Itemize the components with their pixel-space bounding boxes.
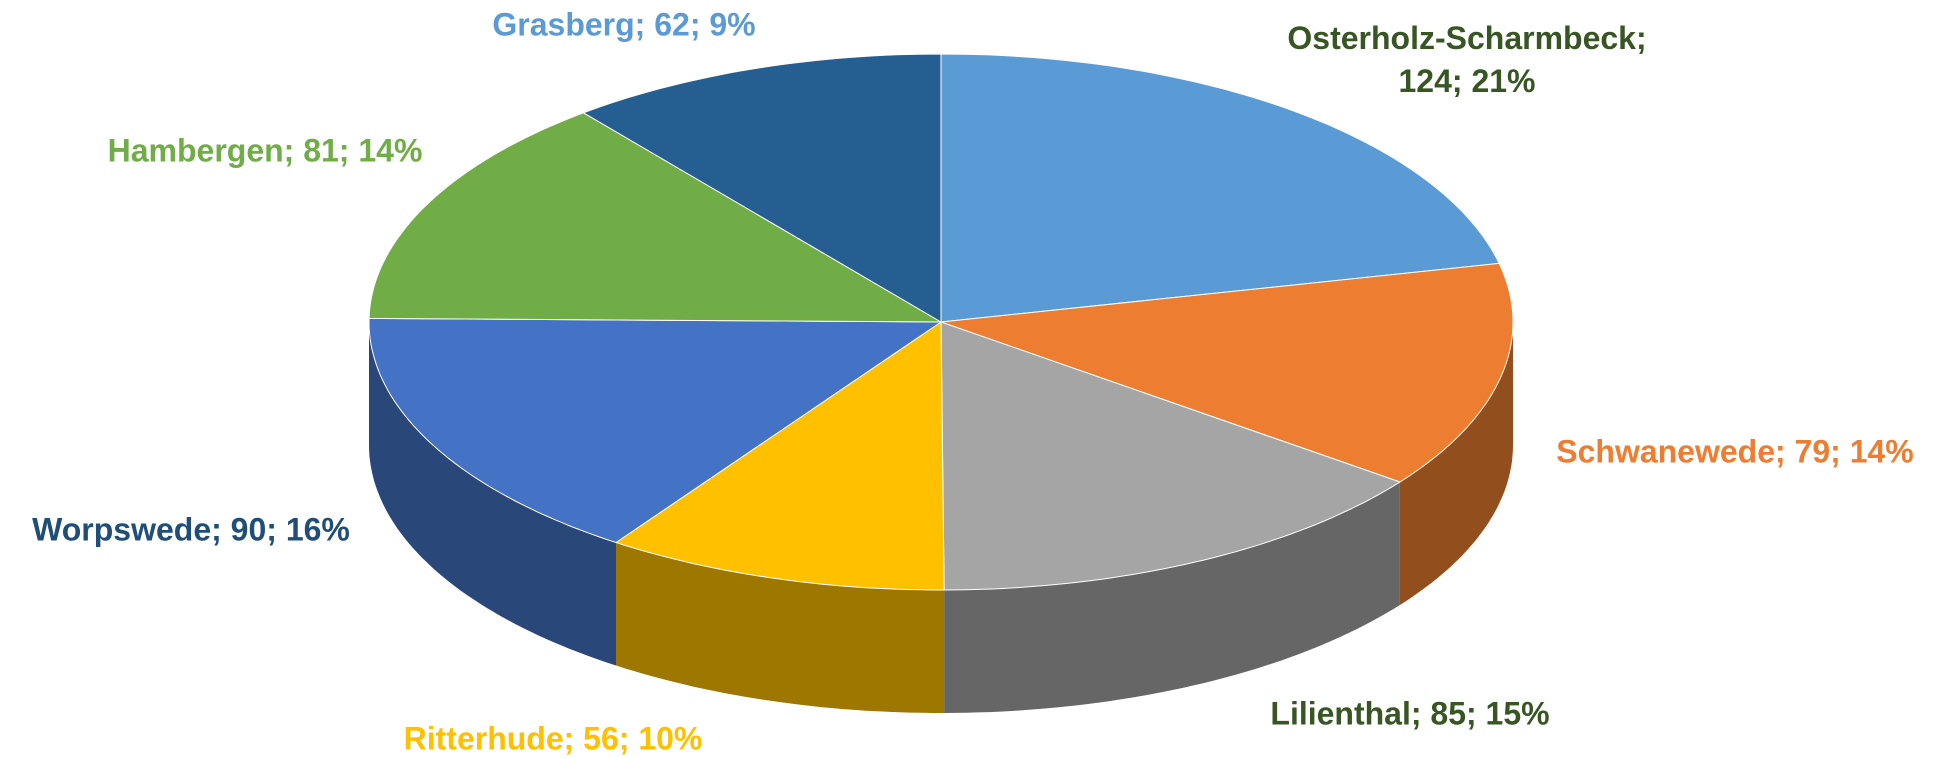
data-label: Hambergen; 81; 14% bbox=[108, 132, 423, 168]
slice bbox=[614, 321, 945, 591]
slice bbox=[940, 53, 1500, 323]
slice-side bbox=[369, 322, 616, 666]
slice-side bbox=[944, 482, 1400, 713]
data-label-line: Osterholz-Scharmbeck; bbox=[1287, 20, 1646, 56]
slice bbox=[940, 321, 1402, 591]
data-label: Grasberg; 62; 9% bbox=[492, 6, 755, 42]
data-label: Ritterhude; 56; 10% bbox=[404, 720, 703, 756]
data-label: Lilienthal; 85; 15% bbox=[1270, 695, 1549, 731]
data-label: Worpswede; 90; 16% bbox=[32, 511, 350, 547]
data-label-line: 124; 21% bbox=[1399, 63, 1536, 99]
data-label: Schwanewede; 79; 14% bbox=[1556, 433, 1913, 469]
slice bbox=[368, 317, 943, 544]
slice bbox=[582, 53, 942, 323]
slice-side bbox=[1399, 322, 1513, 605]
slice bbox=[368, 112, 943, 323]
data-label: Osterholz-Scharmbeck; 124; 21% bbox=[1287, 20, 1646, 99]
slice-side bbox=[616, 542, 945, 713]
slice bbox=[940, 262, 1514, 483]
